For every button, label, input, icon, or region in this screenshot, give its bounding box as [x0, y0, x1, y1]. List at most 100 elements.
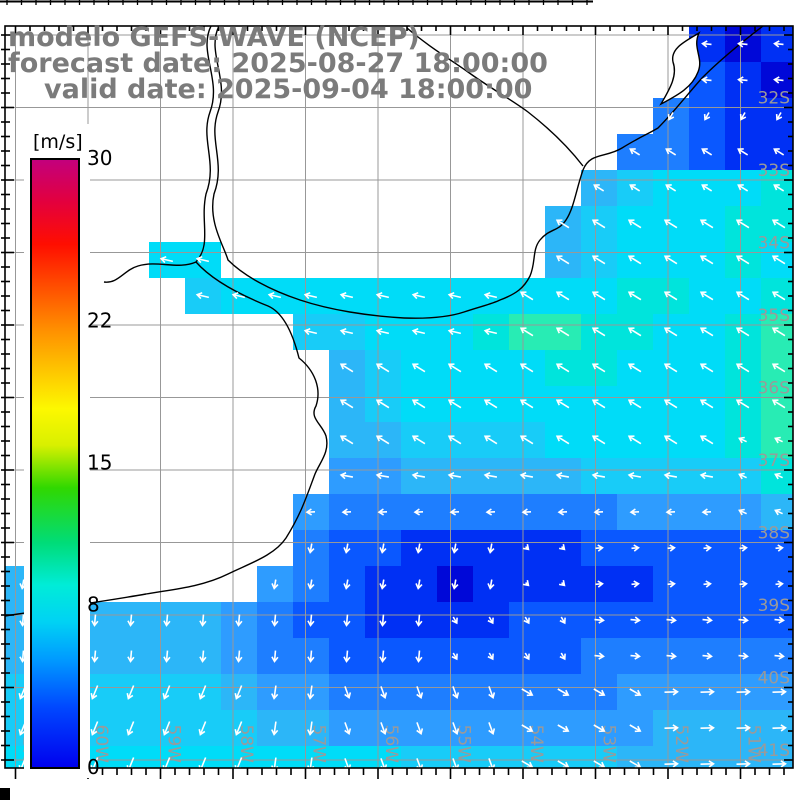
wave-arrow: [663, 363, 678, 373]
wave-arrow: [629, 184, 641, 192]
wave-arrow: [231, 291, 246, 300]
coastline: [212, 26, 764, 319]
wave-arrow: [307, 650, 315, 663]
country-border: [406, 27, 584, 167]
wave-arrow: [415, 614, 423, 627]
wave-arrow: [773, 184, 785, 192]
wave-arrow: [701, 508, 712, 516]
wave-arrow: [700, 688, 715, 696]
wave-arrow: [665, 148, 677, 156]
wave-arrow: [595, 544, 604, 552]
wave-arrow: [627, 327, 642, 337]
wave-arrow: [701, 76, 712, 84]
wave-arrow: [737, 40, 748, 48]
wave-arrow: [555, 399, 570, 409]
wave-arrow: [772, 688, 787, 696]
wave-cell: [761, 170, 793, 206]
wave-arrow: [307, 685, 315, 700]
wave-arrow: [343, 614, 351, 627]
longitude-label: 57W: [309, 725, 329, 764]
wave-arrow: [667, 112, 675, 121]
map-frame: [1, 25, 794, 779]
wave-arrow: [451, 543, 459, 554]
wave-arrow: [627, 435, 642, 445]
wave-arrow: [699, 435, 714, 445]
wave-cell: [761, 242, 793, 278]
wave-arrow: [738, 436, 747, 444]
wave-arrow: [447, 327, 462, 336]
plot-title: modelo GEFS-WAVE (NCEP) forecast date: 2…: [8, 24, 548, 103]
wave-arrow: [702, 652, 713, 660]
wave-arrow: [487, 543, 495, 554]
lagoon-outline: [659, 31, 701, 106]
wave-arrow: [488, 686, 496, 699]
longitude-label: 54W: [526, 725, 546, 764]
wave-arrow: [163, 650, 171, 663]
wave-arrow: [307, 614, 315, 627]
wave-arrow: [521, 688, 534, 697]
longitude-label: 53W: [599, 725, 619, 764]
wave-arrow: [631, 580, 640, 588]
wave-arrow: [271, 579, 279, 590]
wave-arrow: [271, 614, 279, 627]
wave-arrow: [771, 255, 786, 265]
wave-arrow: [339, 472, 354, 480]
latitude-label: 38S: [758, 524, 790, 544]
wave-arrow: [199, 650, 207, 663]
wave-arrow: [591, 435, 606, 445]
wave-arrow: [557, 688, 570, 697]
colorbar-tick-label: 30: [87, 146, 112, 170]
wave-arrow: [519, 399, 534, 409]
wave-arrow: [772, 724, 787, 732]
wave-arrow: [91, 614, 99, 627]
wave-arrow: [126, 685, 135, 700]
wave-arrow: [271, 685, 279, 700]
wave-arrow: [127, 650, 135, 663]
wave-arrow: [699, 472, 714, 480]
wave-arrow: [90, 685, 99, 700]
wave-arrow: [664, 688, 679, 696]
wave-arrow: [771, 291, 786, 301]
wave-arrow: [591, 255, 606, 265]
wave-arrow: [447, 399, 462, 409]
wave-arrow: [667, 580, 676, 588]
wave-arrow: [629, 688, 642, 697]
forecast-date: forecast date: 2025-08-27 18:00:00: [8, 48, 548, 79]
wave-arrow: [738, 616, 749, 624]
wave-arrow: [594, 652, 605, 660]
wave-arrow: [699, 399, 714, 409]
latitude-label: 36S: [758, 379, 790, 399]
wave-arrow: [591, 363, 606, 373]
wave-cell: [329, 746, 365, 768]
colorbar-tick-label: 22: [87, 308, 112, 332]
wave-arrow: [339, 291, 354, 300]
wave-arrow: [774, 652, 785, 660]
wave-cell: [761, 386, 793, 422]
wave-arrow: [591, 291, 606, 301]
wave-arrow: [663, 255, 678, 265]
wave-arrow: [773, 40, 784, 48]
wave-cell: [113, 746, 149, 768]
longitude-label: 58W: [236, 725, 256, 764]
wave-arrow: [485, 508, 496, 516]
wave-arrow: [519, 363, 534, 373]
wave-arrow: [700, 724, 715, 732]
wave-arrow: [699, 219, 714, 229]
wave-arrow: [375, 327, 390, 336]
wave-arrow: [343, 543, 351, 554]
wave-arrow: [667, 544, 676, 552]
wave-arrow: [555, 219, 570, 229]
wave-arrow: [379, 614, 387, 627]
colorbar-tick-label: 8: [87, 593, 100, 617]
wave-arrow: [195, 291, 210, 300]
wave-arrow: [411, 472, 426, 480]
wave-arrow: [519, 291, 534, 301]
wave-arrow: [738, 472, 747, 480]
coastline-layer: [5, 26, 764, 617]
wave-arrow: [305, 508, 316, 516]
wave-arrow: [519, 435, 534, 445]
wave-arrow: [415, 650, 423, 663]
wave-arrow: [555, 291, 570, 301]
wave-arrow: [488, 722, 496, 735]
